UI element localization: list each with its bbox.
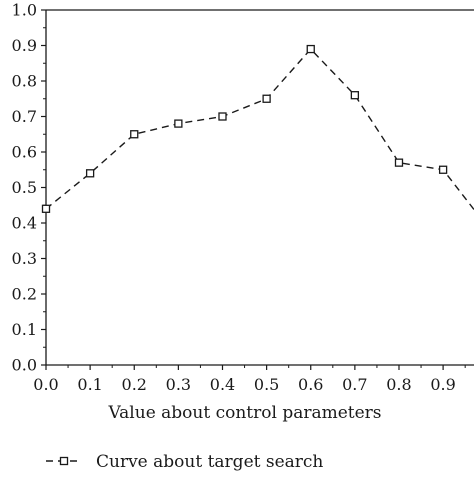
data-point-marker <box>175 120 182 127</box>
y-tick-label: 0.6 <box>12 143 37 162</box>
x-tick-label: 0.3 <box>166 375 191 394</box>
y-tick-label: 0.7 <box>12 107 37 126</box>
data-point-marker <box>43 205 50 212</box>
x-axis-title: Value about control parameters <box>107 403 381 423</box>
data-point-marker <box>263 95 270 102</box>
x-tick-label: 0.2 <box>122 375 147 394</box>
legend-label: Curve about target search <box>96 452 323 472</box>
data-point-marker <box>87 170 94 177</box>
y-tick-label: 0.4 <box>12 214 37 233</box>
y-tick-label: 0.0 <box>12 356 37 375</box>
x-tick-label: 0.6 <box>298 375 323 394</box>
y-tick-label: 0.9 <box>12 36 37 55</box>
x-tick-label: 0.9 <box>430 375 455 394</box>
y-tick-label: 0.1 <box>12 320 37 339</box>
x-tick-label: 0.1 <box>77 375 102 394</box>
y-tick-label: 0.2 <box>12 285 37 304</box>
x-tick-label: 0.7 <box>342 375 367 394</box>
x-axis: 0.00.10.20.30.40.50.60.70.80.90.9 <box>33 365 474 394</box>
series-line <box>46 49 474 226</box>
y-tick-label: 0.8 <box>12 72 37 91</box>
data-point-marker <box>307 46 314 53</box>
y-tick-label: 0.3 <box>12 249 37 268</box>
data-point-marker <box>219 113 226 120</box>
legend: Curve about target search <box>46 452 323 472</box>
data-point-marker <box>351 92 358 99</box>
x-tick-label: 0.8 <box>386 375 411 394</box>
data-point-marker <box>440 166 447 173</box>
x-tick-label: 0.4 <box>210 375 235 394</box>
y-tick-label: 1.0 <box>12 1 37 20</box>
legend-marker <box>61 458 68 465</box>
x-tick-label: 0.5 <box>254 375 279 394</box>
data-point-marker <box>395 159 402 166</box>
y-axis: 0.0 0.1 0.2 0.3 0.4 0.5 0.6 0.7 0.8 0.9 1.0 <box>12 1 474 375</box>
x-tick-label: 0.0 <box>33 375 58 394</box>
series-plot <box>43 46 474 227</box>
y-tick-label: 0.5 <box>12 178 37 197</box>
data-point-marker <box>131 131 138 138</box>
